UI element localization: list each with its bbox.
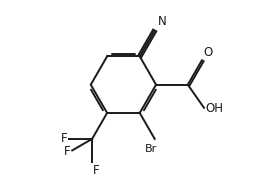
Text: OH: OH xyxy=(205,102,224,115)
Text: F: F xyxy=(93,164,100,177)
Text: F: F xyxy=(61,132,68,145)
Text: Br: Br xyxy=(145,144,157,154)
Text: F: F xyxy=(64,145,71,158)
Text: N: N xyxy=(157,15,166,28)
Text: O: O xyxy=(203,46,213,59)
